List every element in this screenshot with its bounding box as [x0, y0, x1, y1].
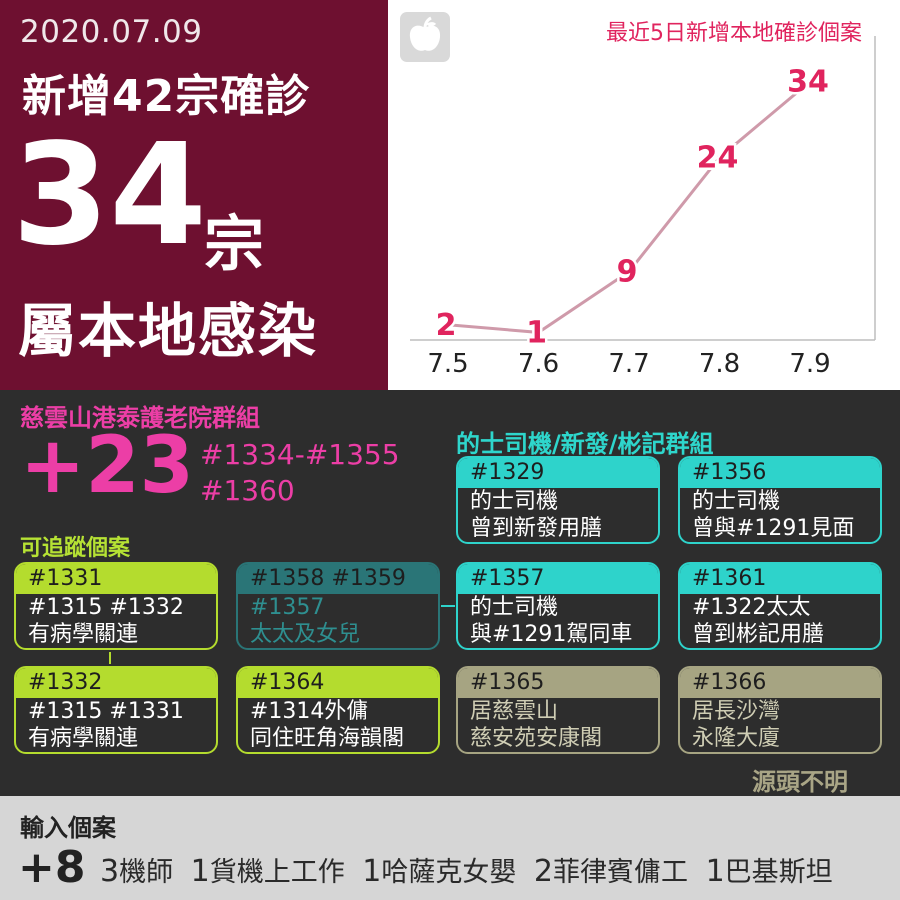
case-detail: 曾到彬記用膳: [692, 622, 825, 647]
imported-item-count: 3: [100, 854, 120, 889]
imported-item-count: 1: [190, 854, 210, 889]
imported-item-count: 1: [362, 854, 382, 889]
case-detail: 與#1291駕同車: [470, 622, 633, 647]
x-tick-label: 7.5: [427, 349, 468, 379]
cluster-count: +23: [20, 421, 194, 511]
imported-breakdown: 3機師 1貨機上工作 1哈薩克女嬰 2菲律賓傭工 1巴基斯坦: [100, 850, 841, 889]
x-tick-label: 7.7: [608, 349, 649, 379]
case-detail: 曾到新發用膳: [470, 516, 603, 541]
imported-item: 2菲律賓傭工: [534, 854, 688, 889]
headline-new-cases: 新增42宗確診: [22, 71, 311, 122]
chart-panel: 最近5日新增本地確診個案 2 7.5 1 7.6 9 7.7 24 7.8 34 7.9: [388, 0, 900, 390]
case-detail: 的士司機: [470, 595, 559, 620]
imported-item-label: 菲律賓傭工: [553, 857, 689, 888]
imported-item-label: 哈薩克女嬰: [381, 857, 517, 888]
line-chart: 最近5日新增本地確診個案 2 7.5 17.6 9 7.7 24 7.8 34 7.9: [410, 21, 876, 379]
case-card-1364: #1364 #1314外傭 同住旺角海韻閣: [236, 666, 440, 754]
case-detail: 永隆大廈: [692, 726, 781, 751]
case-card-1365: #1365 居慈雲山 慈安苑安康閣: [456, 666, 660, 754]
case-card-1357: #1357 的士司機 與#1291駕同車: [456, 562, 660, 650]
case-detail: 的士司機: [470, 489, 559, 514]
case-card-1361: #1361 #1322太太 曾到彬記用膳: [678, 562, 882, 650]
case-card-1332: #1332 #1315 #1331 有病學關連: [14, 666, 218, 754]
case-id: #1329: [458, 458, 658, 488]
cluster-case-ids-extra: #1360: [200, 474, 295, 507]
taxi-cluster-title: 的士司機/新發/彬記群組: [456, 430, 714, 458]
case-detail: #1315 #1331: [28, 699, 184, 724]
case-detail: 居長沙灣: [692, 699, 781, 724]
x-tick-label: 7.6: [518, 349, 559, 379]
chart-title: 最近5日新增本地確診個案: [606, 21, 862, 46]
case-detail: 的士司機: [692, 489, 781, 514]
x-tick-label: 7.8: [699, 349, 740, 379]
report-date: 2020.07.09: [20, 14, 203, 50]
case-id: #1332: [16, 668, 216, 698]
traceable-title: 可追蹤個案: [20, 536, 131, 561]
data-point: [536, 329, 541, 335]
cluster-case-ids: #1334-#1355: [200, 438, 400, 471]
data-point: [626, 269, 632, 275]
case-id: #1365: [458, 668, 658, 698]
data-label: 34: [787, 65, 829, 100]
local-case-count: 34: [12, 114, 207, 277]
case-card-1366: #1366 居長沙灣 永隆大廈: [678, 666, 882, 754]
imported-item: 1哈薩克女嬰: [362, 854, 516, 889]
connector-lines: [109, 605, 455, 664]
case-detail: 有病學關連: [28, 726, 139, 751]
apple-logo-icon: [400, 12, 450, 62]
case-id: #1366: [680, 668, 880, 698]
data-point: [445, 322, 451, 328]
case-id: #1361: [680, 564, 880, 594]
data-point: [807, 79, 813, 85]
local-case-unit: 宗: [204, 210, 264, 280]
case-detail: #1322太太: [692, 595, 811, 620]
case-detail: #1315 #1332: [28, 595, 184, 620]
case-id: #1331: [16, 564, 216, 594]
headline-panel: 2020.07.09 新增42宗確診 34 宗 屬本地感染: [0, 0, 388, 390]
data-label: 9: [617, 255, 638, 290]
case-card-1358-1359: #1358 #1359 #1357 太太及女兒: [236, 562, 440, 650]
imported-item-label: 巴基斯坦: [724, 857, 833, 888]
case-detail: 太太及女兒: [250, 622, 361, 647]
unknown-source-label: 源頭不明: [752, 768, 848, 796]
imported-item: 1貨機上工作: [191, 854, 345, 889]
imported-count: +8: [18, 842, 86, 893]
case-id: #1364: [238, 668, 438, 698]
imported-item: 1巴基斯坦: [706, 854, 833, 889]
case-id: #1357: [458, 564, 658, 594]
imported-item-count: 1: [705, 854, 725, 889]
case-detail: 居慈雲山: [470, 699, 559, 724]
series-line: [447, 80, 811, 334]
imported-cases-panel: 輸入個案 +8 3機師 1貨機上工作 1哈薩克女嬰 2菲律賓傭工 1巴基斯坦: [0, 796, 900, 900]
case-detail: 同住旺角海韻閣: [250, 726, 405, 751]
imported-item-label: 貨機上工作: [209, 857, 345, 888]
case-detail: #1357: [250, 595, 325, 620]
data-label: 2: [436, 308, 457, 343]
imported-item: 3機師: [100, 854, 173, 889]
case-card-1331: #1331 #1315 #1332 有病學關連: [14, 562, 218, 650]
case-detail: #1314外傭: [250, 699, 369, 724]
imported-item-label: 機師: [119, 857, 174, 888]
case-breakdown-panel: 慈雲山港泰護老院群組 +23 #1334-#1355 #1360 的士司機/新發…: [0, 390, 900, 796]
imported-item-count: 2: [533, 854, 554, 889]
case-id: #1358 #1359: [238, 564, 438, 594]
data-label: 1: [526, 315, 547, 350]
case-detail: 曾與#1291見面: [692, 516, 855, 541]
case-detail: 慈安苑安康閣: [470, 726, 603, 751]
case-card-1329: #1329 的士司機 曾到新發用膳: [456, 456, 660, 544]
case-id: #1356: [680, 458, 880, 488]
case-card-1356: #1356 的士司機 曾與#1291見面: [678, 456, 882, 544]
data-label: 24: [697, 141, 739, 176]
cluster-title: 慈雲山港泰護老院群組: [20, 404, 260, 432]
imported-title: 輸入個案: [20, 814, 116, 842]
case-detail: 有病學關連: [28, 622, 139, 647]
data-point: [717, 155, 722, 161]
x-tick-label: 7.9: [789, 349, 830, 379]
local-infection-label: 屬本地感染: [18, 297, 319, 365]
